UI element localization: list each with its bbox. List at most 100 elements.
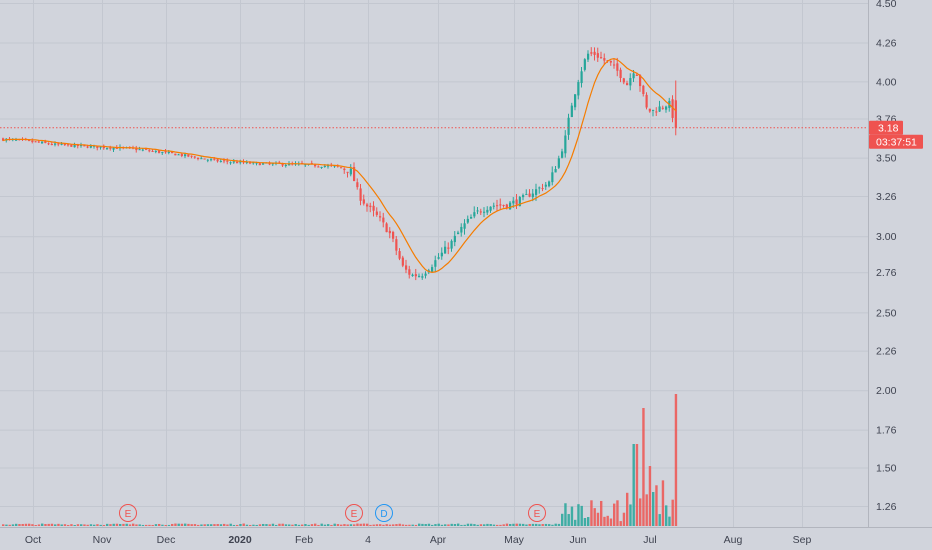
candle[interactable]	[502, 204, 505, 208]
candle[interactable]	[652, 109, 655, 117]
candle[interactable]	[424, 271, 427, 279]
candle[interactable]	[580, 67, 583, 88]
x-axis[interactable]: Oct Nov Dec 2020 Feb 4 Apr May Jun Jul Aug Sep	[25, 534, 812, 546]
candle[interactable]	[375, 207, 378, 217]
candle[interactable]	[590, 47, 593, 57]
candle[interactable]	[577, 79, 580, 100]
candle[interactable]	[50, 142, 53, 146]
candle[interactable]	[414, 268, 417, 281]
candle[interactable]	[557, 155, 560, 170]
candle[interactable]	[574, 93, 577, 111]
candle[interactable]	[450, 239, 453, 252]
candle[interactable]	[197, 157, 200, 161]
candle[interactable]	[421, 273, 424, 280]
candle[interactable]	[161, 151, 164, 155]
candle[interactable]	[525, 189, 528, 196]
candle[interactable]	[567, 113, 570, 140]
candle[interactable]	[405, 259, 408, 274]
candle[interactable]	[210, 158, 213, 162]
earnings-event-marker[interactable]: E	[119, 504, 137, 522]
candle[interactable]	[392, 230, 395, 243]
candle[interactable]	[232, 159, 235, 164]
candle[interactable]	[177, 153, 180, 156]
candle[interactable]	[398, 248, 401, 261]
candle[interactable]	[551, 166, 554, 186]
candle[interactable]	[463, 219, 466, 235]
candle[interactable]	[106, 147, 109, 151]
candle[interactable]	[596, 47, 599, 62]
candle[interactable]	[509, 200, 512, 211]
dividend-event-marker[interactable]: D	[375, 504, 393, 522]
candle[interactable]	[229, 161, 232, 165]
candle[interactable]	[382, 212, 385, 228]
candle[interactable]	[411, 273, 414, 277]
candle[interactable]	[154, 150, 157, 154]
candle[interactable]	[531, 188, 534, 202]
candle[interactable]	[190, 155, 193, 159]
candle[interactable]	[496, 199, 499, 212]
candle[interactable]	[473, 206, 476, 219]
candle[interactable]	[401, 255, 404, 268]
candle[interactable]	[203, 158, 206, 160]
candle[interactable]	[583, 58, 586, 72]
candle[interactable]	[613, 58, 616, 69]
candle[interactable]	[629, 73, 632, 91]
candle[interactable]	[587, 50, 590, 63]
candle[interactable]	[665, 105, 668, 113]
candle[interactable]	[483, 207, 486, 218]
candle[interactable]	[616, 57, 619, 77]
candle[interactable]	[561, 148, 564, 159]
candle[interactable]	[83, 145, 86, 147]
candle[interactable]	[658, 100, 661, 112]
candle[interactable]	[476, 207, 479, 215]
candle[interactable]	[499, 198, 502, 210]
candle[interactable]	[453, 231, 456, 247]
candle[interactable]	[489, 206, 492, 213]
candle[interactable]	[437, 253, 440, 260]
candle[interactable]	[219, 159, 222, 163]
candle[interactable]	[470, 214, 473, 219]
candle[interactable]	[600, 51, 603, 59]
candle[interactable]	[372, 201, 375, 217]
candle[interactable]	[541, 183, 544, 192]
candle[interactable]	[626, 80, 629, 86]
candle[interactable]	[486, 206, 489, 216]
candle[interactable]	[102, 144, 105, 150]
candle[interactable]	[180, 153, 183, 158]
candle[interactable]	[112, 147, 115, 152]
candle[interactable]	[460, 223, 463, 237]
earnings-event-marker[interactable]: E	[345, 504, 363, 522]
candle[interactable]	[41, 140, 44, 145]
candle[interactable]	[99, 146, 102, 150]
candle[interactable]	[31, 138, 34, 144]
candle[interactable]	[34, 141, 37, 143]
candle[interactable]	[385, 222, 388, 233]
candle[interactable]	[67, 144, 70, 147]
candle[interactable]	[193, 155, 196, 159]
candle[interactable]	[466, 215, 469, 224]
y-axis[interactable]: 4.504.264.003.763.503.263.002.762.502.26…	[876, 0, 897, 513]
candle[interactable]	[544, 182, 547, 190]
candle[interactable]	[619, 67, 622, 83]
candle[interactable]	[349, 164, 352, 177]
candle[interactable]	[564, 130, 567, 158]
candle[interactable]	[661, 105, 664, 110]
candle[interactable]	[73, 142, 76, 148]
candle[interactable]	[674, 80, 677, 136]
candle[interactable]	[47, 142, 50, 146]
candle[interactable]	[408, 265, 411, 279]
candle[interactable]	[492, 202, 495, 210]
candle[interactable]	[434, 255, 437, 272]
candle[interactable]	[444, 240, 447, 254]
candle[interactable]	[515, 194, 518, 210]
candlesticks[interactable]	[2, 47, 677, 281]
candle[interactable]	[353, 162, 356, 182]
candle[interactable]	[671, 95, 674, 123]
candle[interactable]	[317, 165, 320, 168]
candle[interactable]	[554, 166, 557, 173]
candle[interactable]	[642, 84, 645, 97]
candle[interactable]	[362, 194, 365, 206]
candle[interactable]	[320, 166, 323, 169]
